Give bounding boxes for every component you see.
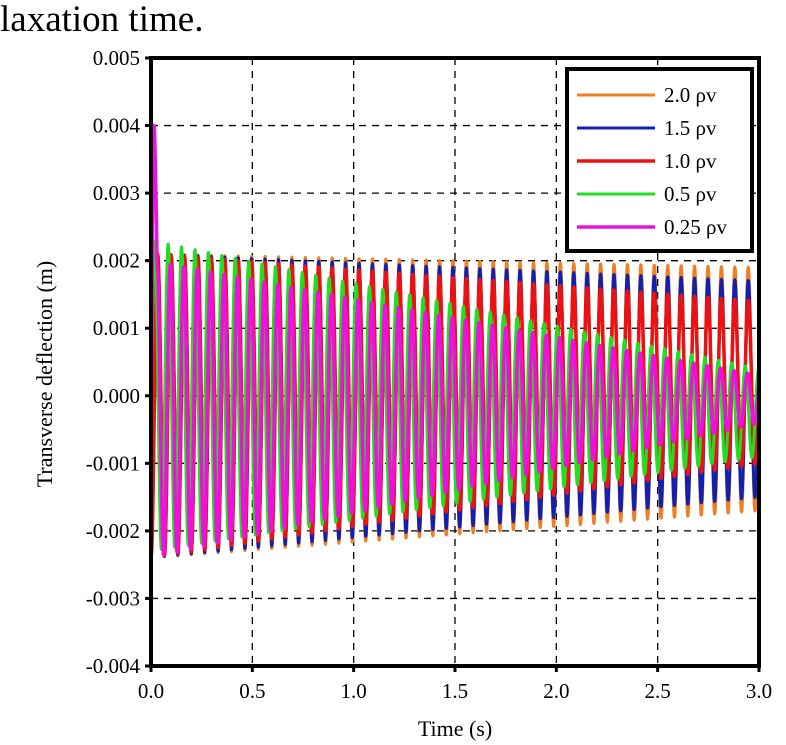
legend: 2.0 ρv 1.5 ρv 1.0 ρv 0.5 ρv 0.25 ρv	[565, 67, 754, 253]
x-tick-label: 1.0	[341, 679, 367, 703]
legend-label: 1.5 ρv	[664, 116, 717, 140]
x-tick-label: 2.0	[543, 679, 569, 703]
y-tick-label: -0.004	[86, 654, 141, 678]
legend-label: 0.25 ρv	[664, 215, 727, 239]
y-tick-label: 0.005	[93, 46, 140, 70]
y-tick-label: 0.000	[93, 384, 140, 408]
legend-label: 2.0 ρv	[664, 83, 717, 107]
x-axis-title: Time (s)	[418, 716, 492, 741]
x-tick-label: 0.0	[138, 679, 164, 703]
y-tick-label: 0.001	[93, 316, 140, 340]
series-lines	[149, 123, 761, 559]
x-axis: 0.0 0.5 1.0 1.5 2.0 2.5 3.0	[138, 666, 772, 703]
y-tick-label: -0.002	[86, 519, 140, 543]
series-line-3	[149, 239, 761, 551]
caption-text: laxation time.	[0, 0, 204, 40]
legend-label: 0.5 ρv	[664, 182, 717, 206]
y-tick-label: 0.002	[93, 249, 140, 273]
x-tick-label: 1.5	[442, 679, 468, 703]
y-tick-label: -0.003	[86, 586, 140, 610]
y-axis-title: Transverse deflection (m)	[32, 261, 57, 487]
y-tick-label: 0.003	[93, 181, 140, 205]
y-tick-label: -0.001	[86, 451, 140, 475]
x-tick-label: 0.5	[239, 679, 265, 703]
x-tick-label: 3.0	[746, 679, 772, 703]
series-line-4	[149, 123, 761, 557]
x-tick-label: 2.5	[645, 679, 671, 703]
y-tick-label: 0.004	[93, 114, 141, 138]
y-axis: 0.005 0.004 0.003 0.002 0.001 0.000 -0.001 -0.0…	[86, 46, 151, 678]
legend-label: 1.0 ρv	[664, 149, 717, 173]
